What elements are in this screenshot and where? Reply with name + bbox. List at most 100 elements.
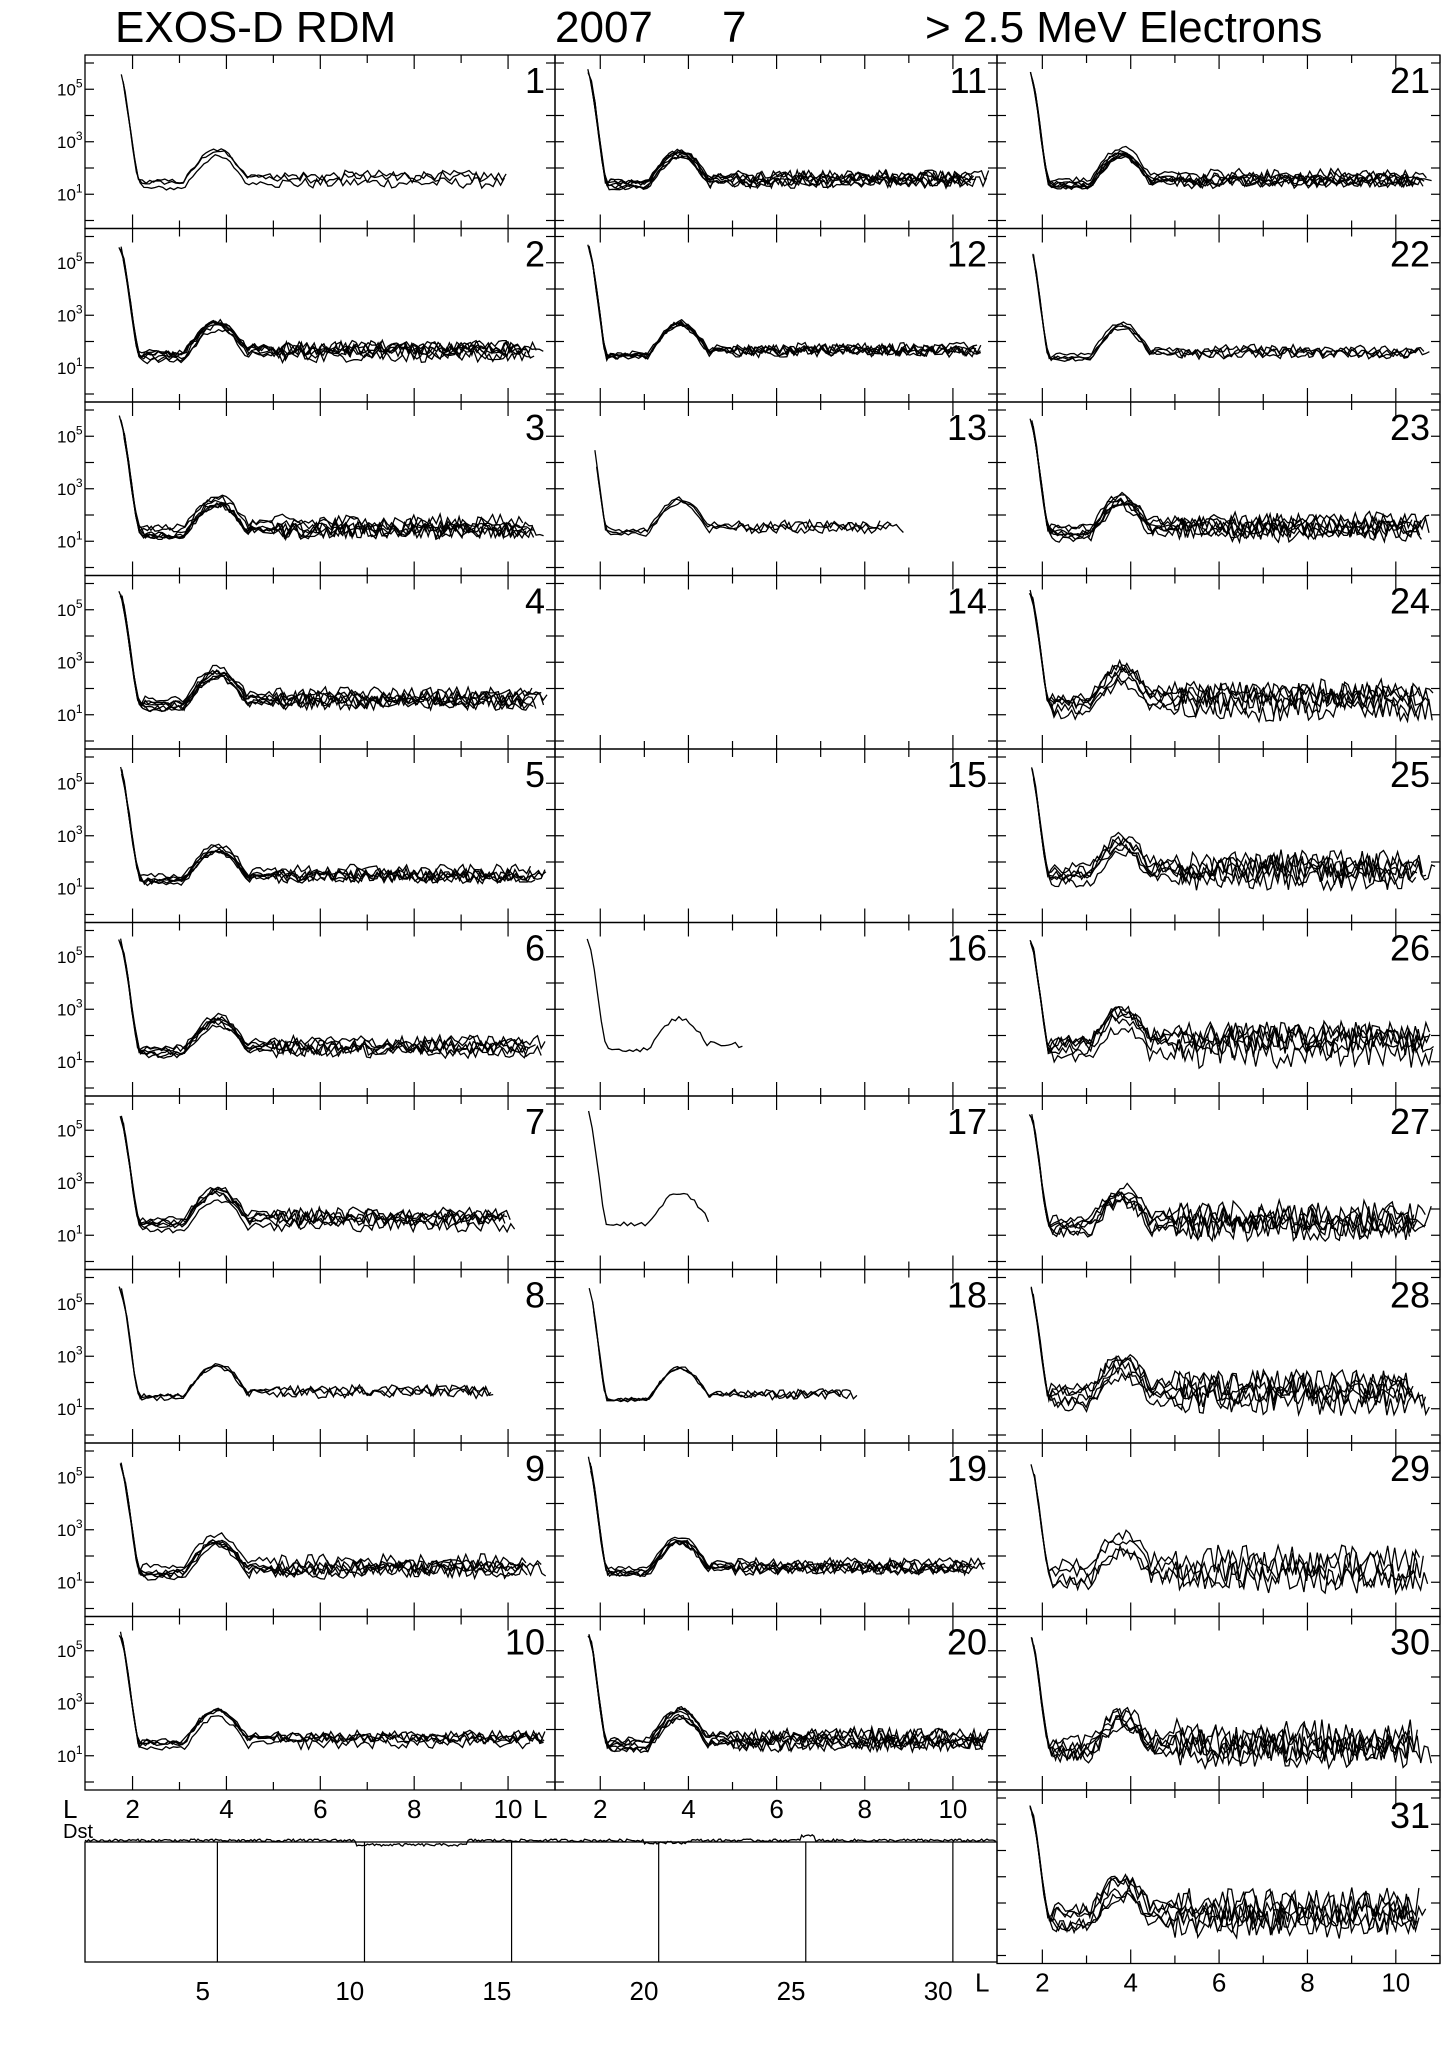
day-panel-31: 31 <box>996 1789 1441 1965</box>
flux-pass-line <box>122 83 489 185</box>
dst-tick-label: 15 <box>482 1976 511 2006</box>
y-tick-label: 101 <box>57 1049 83 1072</box>
panel-frame <box>996 1268 1441 1444</box>
day-panel-26: 26 <box>996 921 1441 1097</box>
panel-frame <box>554 1615 998 1791</box>
flux-pass-line <box>1033 1644 1410 1762</box>
flux-pass-line <box>1031 79 1432 189</box>
flux-pass-line <box>1031 1639 1418 1755</box>
flux-pass-line <box>1029 418 1413 533</box>
day-panel-11: 11 <box>554 54 998 230</box>
flux-pass-line <box>118 1287 488 1402</box>
flux-pass-line <box>121 1637 544 1746</box>
day-number: 27 <box>1390 1101 1430 1142</box>
day-number: 18 <box>947 1275 987 1316</box>
day-number: 21 <box>1390 60 1430 101</box>
x-tick-label: 10 <box>1381 1968 1410 1998</box>
panel-frame <box>84 1095 556 1271</box>
day-number: 2 <box>525 234 545 275</box>
panel-frame <box>996 1789 1441 1965</box>
flux-pass-line <box>589 1639 989 1750</box>
day-number: 19 <box>947 1448 987 1489</box>
flux-pass-line <box>588 1287 851 1402</box>
flux-pass-line <box>591 1301 858 1403</box>
day-number: 10 <box>505 1622 545 1663</box>
panel-frame <box>996 1095 1441 1271</box>
flux-pass-line <box>124 786 532 879</box>
y-tick-label: 101 <box>57 355 83 378</box>
day-panels: 1051031011105103101210510310131051031014… <box>57 54 1441 1998</box>
y-tick-label: 103 <box>57 302 83 325</box>
panel-frame <box>996 1442 1441 1618</box>
day-panel-3: 105 103 101 3 <box>57 401 556 577</box>
y-tick-label: 103 <box>57 649 83 672</box>
flux-pass-line <box>1033 1649 1421 1767</box>
flux-pass-line <box>1028 592 1433 724</box>
flux-pass-line <box>123 1130 516 1234</box>
flux-pass-line <box>1029 589 1431 710</box>
day-number: 14 <box>947 581 987 622</box>
flux-pass-line <box>1033 87 1424 190</box>
y-tick-label: 103 <box>57 996 83 1019</box>
flux-pass-line <box>587 1635 984 1754</box>
day-number: 17 <box>947 1101 987 1142</box>
panel-frame <box>996 54 1441 230</box>
flux-pass-line <box>587 244 977 360</box>
panel-frame <box>84 921 556 1097</box>
panel-frame <box>84 401 556 577</box>
day-panel-6: 105 103 101 6 <box>57 921 556 1097</box>
l-axis-letter: L <box>533 1794 547 1824</box>
flux-pass-line <box>122 81 507 186</box>
flux-pass-line <box>1030 1287 1414 1401</box>
flux-pass-line <box>122 601 548 709</box>
flux-pass-line <box>123 437 527 541</box>
dst-tick-label: 30 <box>924 1976 953 2006</box>
flux-pass-line <box>122 1645 545 1747</box>
x-tick-label: 4 <box>219 1794 233 1824</box>
flux-pass-line <box>587 69 973 186</box>
day-number: 1 <box>525 60 545 101</box>
dst-tick-label: 5 <box>195 1976 209 2006</box>
panel-frame <box>84 1442 556 1618</box>
flux-pass-line <box>120 1464 547 1579</box>
flux-pass-line <box>1033 777 1410 892</box>
y-tick-label: 101 <box>57 702 83 725</box>
day-number: 8 <box>525 1275 545 1316</box>
channel-label: > 2.5 MeV Electrons <box>925 3 1322 52</box>
flux-pass-line <box>1032 1293 1412 1412</box>
flux-pass-line <box>1034 1132 1417 1242</box>
day-number: 29 <box>1390 1448 1430 1489</box>
y-tick-label: 101 <box>57 875 83 898</box>
y-tick-label: 105 <box>57 76 83 99</box>
y-tick-label: 103 <box>57 129 83 152</box>
flux-pass-line <box>1032 947 1434 1070</box>
flux-pass-line <box>118 1286 492 1399</box>
flux-pass-line <box>1031 420 1422 539</box>
flux-pass-line <box>588 250 982 358</box>
l-axis-letter: L <box>975 1968 989 1998</box>
flux-pass-line <box>118 247 544 359</box>
day-number: 25 <box>1390 754 1430 795</box>
flux-pass-line <box>587 1110 710 1227</box>
flux-pass-line <box>1030 767 1418 882</box>
flux-pass-line <box>1028 1114 1426 1233</box>
panel-frame <box>554 921 998 1097</box>
day-number: 31 <box>1390 1795 1430 1836</box>
x-tick-label: 8 <box>858 1794 872 1824</box>
y-tick-label: 103 <box>57 1517 83 1540</box>
day-panel-17: 17 <box>554 1095 998 1271</box>
flux-pass-line <box>1032 1295 1427 1410</box>
flux-pass-line <box>121 769 536 886</box>
flux-pass-line <box>119 1116 508 1224</box>
dst-tick-label: 20 <box>630 1976 659 2006</box>
flux-pass-line <box>1030 1118 1411 1239</box>
flux-pass-line <box>588 245 981 361</box>
panel-frame <box>996 574 1441 750</box>
flux-pass-line <box>1032 778 1423 879</box>
flux-pass-line <box>120 74 505 191</box>
day-panel-16: 16 <box>554 921 998 1097</box>
panel-frame <box>996 401 1441 577</box>
flux-pass-line <box>1031 79 1422 191</box>
dst-tick-label: 10 <box>335 1976 364 2006</box>
